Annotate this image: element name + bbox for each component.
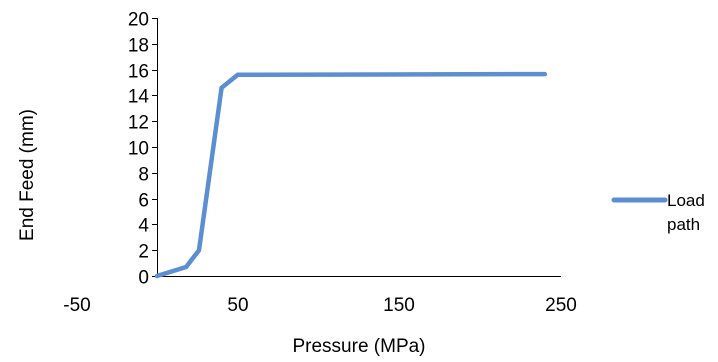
x-axis-title: Pressure (MPa) [292,336,425,357]
legend-label-line-2: path [667,215,700,234]
y-tick-label: 14 [128,87,150,108]
legend: Load path [611,191,705,234]
y-tick-label: 18 [128,36,149,57]
series-layer [154,71,548,279]
y-tick-label: 6 [138,191,149,212]
series-line-load-path [154,71,548,279]
x-axis-ticks: -50 50 150 250 [63,295,577,316]
x-tick-label: 50 [227,295,248,316]
y-tick-label: 8 [138,165,149,186]
x-tick-label: 150 [383,295,415,316]
y-tick-label: 0 [138,268,149,289]
x-tick-label: -50 [63,295,90,316]
y-tick-label: 20 [128,10,149,31]
y-tick-label: 4 [138,216,149,237]
legend-label-line-1: Load [667,191,705,210]
y-tick-label: 12 [128,113,149,134]
y-axis-ticks: 0 2 4 6 8 10 12 14 16 18 20 [128,10,157,289]
plot-area: 0 2 4 6 8 10 12 14 16 18 20 -50 50 150 250 [63,10,577,317]
y-axis-title: End Feed (mm) [17,109,38,241]
y-tick-label: 2 [138,242,149,263]
y-tick-label: 10 [128,139,149,160]
x-tick-label: 250 [545,295,577,316]
y-tick-label: 16 [128,62,149,83]
